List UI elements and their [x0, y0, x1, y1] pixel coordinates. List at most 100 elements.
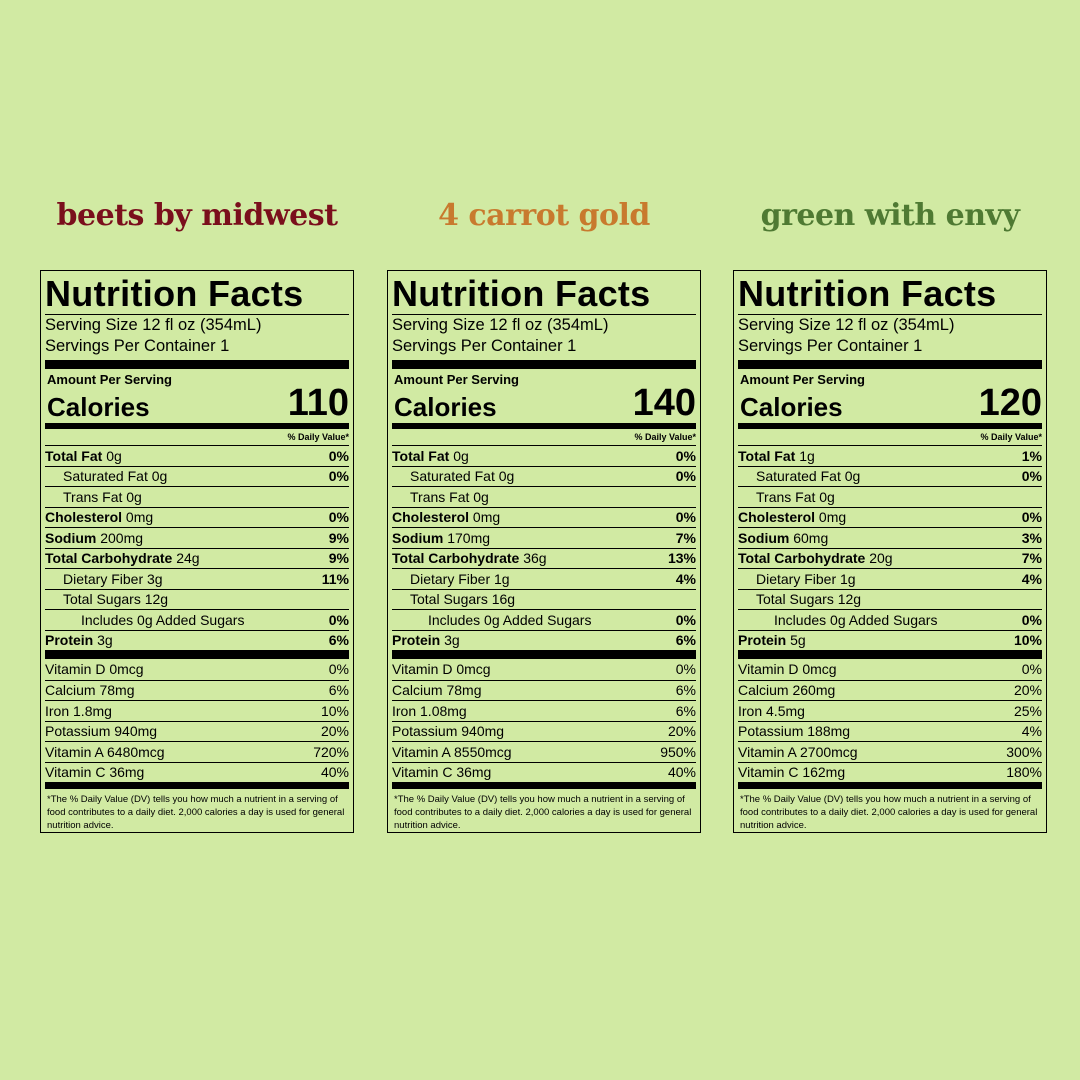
- protein-row: Protein 3g 6%: [45, 629, 349, 651]
- added-sugars: Includes 0g Added Sugars: [774, 611, 938, 628]
- protein-label: Protein: [45, 632, 94, 649]
- footnote: *The % Daily Value (DV) tells you how mu…: [394, 794, 692, 831]
- calories-row: Calories 110: [45, 382, 349, 424]
- servings-per-container: Servings Per Container 1: [45, 337, 230, 355]
- dietary-fiber-pct: 11%: [321, 570, 349, 587]
- vitamin-pct: 20%: [320, 723, 349, 740]
- vitamin-pct: 10%: [320, 702, 349, 719]
- vitamin-name: Vitamin C 36mg: [45, 764, 145, 781]
- sodium-label: Sodium: [45, 529, 97, 546]
- vitamin-list: Vitamin D 0mcg 0% Calcium 260mg 20% Iron 4.5…: [738, 659, 1042, 782]
- total-sugars: Total Sugars 12g: [756, 591, 862, 608]
- added-sugars-row: Includes 0g Added Sugars 0%: [392, 609, 696, 630]
- added-sugars-row: Includes 0g Added Sugars 0%: [45, 609, 349, 630]
- vitamin-name: Vitamin D 0mcg: [738, 661, 837, 678]
- total-carbohydrate-row: Total Carbohydrate 36g 13%: [392, 547, 696, 569]
- nutrition-facts-heading: Nutrition Facts: [738, 273, 997, 314]
- protein-amount: 3g: [97, 632, 113, 649]
- calories-value: 110: [287, 382, 349, 424]
- nutrition-facts-label: Nutrition Facts Serving Size 12 fl oz (3…: [387, 270, 701, 833]
- serving-size: Serving Size 12 fl oz (354mL): [392, 316, 609, 334]
- daily-value-header: % Daily Value*: [634, 432, 696, 442]
- vitamin-name: Vitamin A 8550mcg: [392, 743, 512, 760]
- protein-amount: 5g: [790, 632, 806, 649]
- dietary-fiber-row: Dietary Fiber 3g 11%: [45, 568, 349, 589]
- sodium-row: Sodium 170mg 7%: [392, 527, 696, 548]
- vitamin-pct: 40%: [320, 764, 349, 781]
- dietary-fiber: Dietary Fiber 3g: [63, 570, 163, 587]
- vitamin-pct: 0%: [675, 661, 696, 678]
- vitamin-list: Vitamin D 0mcg 0% Calcium 78mg 6% Iron 1.08m…: [392, 659, 696, 782]
- total-sugars: Total Sugars 16g: [410, 591, 516, 608]
- cholesterol-amount: 0mg: [472, 509, 501, 526]
- vitamin-name: Iron 4.5mg: [738, 702, 805, 719]
- added-sugars-pct: 0%: [675, 611, 696, 628]
- cholesterol-row: Cholesterol 0mg 0%: [738, 506, 1042, 528]
- vitamin-row: Vitamin C 162mg 180%: [738, 761, 1042, 783]
- vitamin-name: Vitamin A 2700mcg: [738, 743, 858, 760]
- dietary-fiber-row: Dietary Fiber 1g 4%: [738, 568, 1042, 589]
- total-sugars-row: Total Sugars 16g: [392, 588, 696, 610]
- vitamin-pct: 0%: [328, 661, 349, 678]
- vitamin-row: Potassium 940mg 20%: [45, 720, 349, 742]
- serving-size: Serving Size 12 fl oz (354mL): [738, 316, 955, 334]
- vitamin-pct: 720%: [313, 743, 349, 760]
- vitamin-row: Vitamin A 8550mcg 950%: [392, 741, 696, 762]
- calories-label: Calories: [47, 392, 150, 422]
- protein-row: Protein 5g 10%: [738, 629, 1042, 651]
- divider-thick: [738, 360, 1042, 369]
- cholesterol-label: Cholesterol: [738, 509, 816, 526]
- vitamin-pct: 25%: [1013, 702, 1042, 719]
- servings-per-container: Servings Per Container 1: [392, 337, 577, 355]
- sodium-pct: 7%: [675, 529, 696, 546]
- vitamin-row: Iron 1.8mg 10%: [45, 700, 349, 721]
- vitamin-name: Vitamin C 162mg: [738, 764, 846, 781]
- calories-label: Calories: [394, 392, 497, 422]
- product-title: 4 carrot gold: [438, 198, 650, 233]
- trans-fat: Trans Fat 0g: [410, 488, 489, 505]
- dietary-fiber-row: Dietary Fiber 1g 4%: [392, 568, 696, 589]
- vitamin-pct: 950%: [660, 743, 696, 760]
- carbohydrate-amount: 24g: [176, 550, 200, 567]
- total-fat-row: Total Fat 0g 0%: [45, 445, 349, 466]
- cholesterol-label: Cholesterol: [392, 509, 470, 526]
- nutrition-facts-heading: Nutrition Facts: [392, 273, 651, 314]
- cholesterol-amount: 0mg: [818, 509, 847, 526]
- protein-amount: 3g: [444, 632, 460, 649]
- saturated-fat-pct: 0%: [1021, 468, 1042, 485]
- dietary-fiber: Dietary Fiber 1g: [410, 570, 510, 587]
- vitamin-name: Iron 1.8mg: [45, 702, 112, 719]
- total-sugars: Total Sugars 12g: [63, 591, 169, 608]
- trans-fat-row: Trans Fat 0g: [738, 486, 1042, 507]
- daily-value-header: % Daily Value*: [287, 432, 349, 442]
- total-carbohydrate-row: Total Carbohydrate 24g 9%: [45, 547, 349, 569]
- saturated-fat: Saturated Fat 0g: [410, 468, 515, 485]
- vitamin-pct: 6%: [328, 682, 349, 699]
- carbohydrate-pct: 7%: [1021, 550, 1042, 567]
- vitamin-name: Iron 1.08mg: [392, 702, 467, 719]
- sodium-label: Sodium: [738, 529, 790, 546]
- dietary-fiber-pct: 4%: [1021, 570, 1042, 587]
- vitamin-row: Vitamin D 0mcg 0%: [392, 659, 696, 680]
- total-sugars-row: Total Sugars 12g: [738, 588, 1042, 610]
- vitamin-pct: 20%: [1013, 682, 1042, 699]
- vitamin-pct: 180%: [1006, 764, 1042, 781]
- amount-per-serving: Amount Per Serving: [740, 372, 865, 387]
- amount-per-serving: Amount Per Serving: [47, 372, 172, 387]
- saturated-fat-row: Saturated Fat 0g 0%: [45, 465, 349, 487]
- vitamin-name: Vitamin C 36mg: [392, 764, 492, 781]
- total-fat-pct: 1%: [1021, 447, 1042, 464]
- footnote: *The % Daily Value (DV) tells you how mu…: [47, 794, 345, 831]
- added-sugars: Includes 0g Added Sugars: [81, 611, 245, 628]
- vitamin-row: Calcium 78mg 6%: [392, 679, 696, 701]
- vitamin-row: Vitamin C 36mg 40%: [45, 761, 349, 783]
- cholesterol-pct: 0%: [1021, 509, 1042, 526]
- cholesterol-pct: 0%: [675, 509, 696, 526]
- vitamin-row: Vitamin A 2700mcg 300%: [738, 741, 1042, 762]
- vitamin-row: Potassium 188mg 4%: [738, 720, 1042, 742]
- divider-medium: [45, 423, 349, 429]
- sodium-pct: 9%: [328, 529, 349, 546]
- product-title: beets by midwest: [56, 198, 338, 233]
- vitamin-list: Vitamin D 0mcg 0% Calcium 78mg 6% Iron 1.8mg…: [45, 659, 349, 782]
- vitamin-name: Potassium 940mg: [392, 723, 505, 740]
